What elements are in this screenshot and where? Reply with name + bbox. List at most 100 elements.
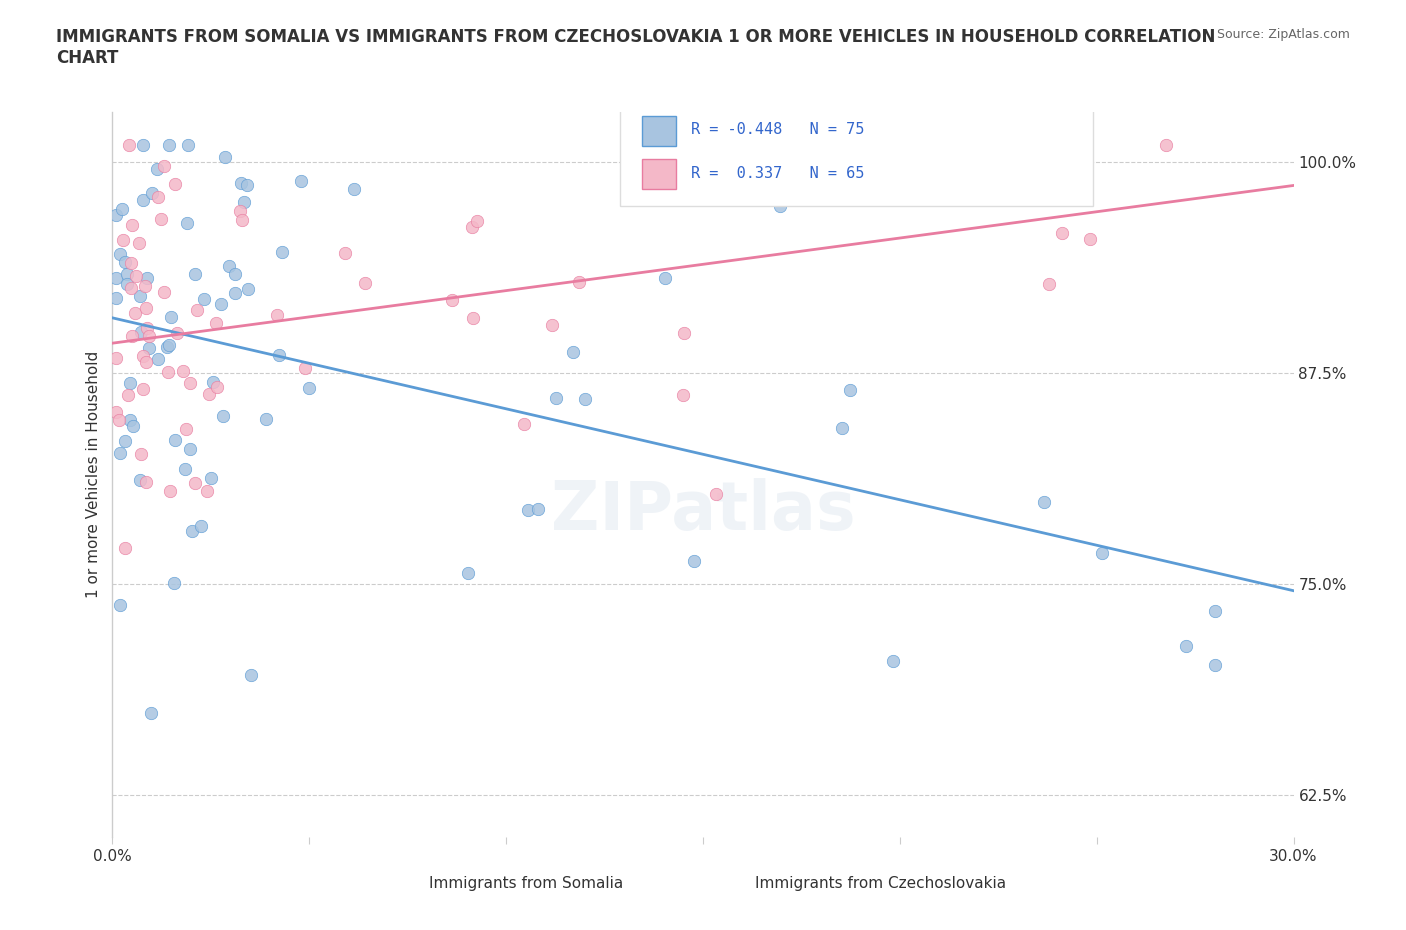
- Point: [108, 445, 131, 460]
- Point: [205, 380, 228, 395]
- Text: ZIPatlas: ZIPatlas: [551, 478, 855, 543]
- Point: [1204, 658, 1226, 672]
- Point: [121, 280, 143, 295]
- Point: [1033, 494, 1056, 509]
- Point: [105, 290, 128, 305]
- Point: [159, 310, 181, 325]
- Point: [118, 138, 141, 153]
- Point: [138, 341, 160, 356]
- Point: [562, 345, 585, 360]
- Point: [1091, 546, 1114, 561]
- Point: [195, 484, 218, 498]
- Point: [266, 308, 288, 323]
- Point: [917, 163, 939, 178]
- Point: [105, 351, 128, 365]
- Point: [271, 245, 294, 259]
- Point: [198, 386, 221, 401]
- Text: Immigrants from Czechoslovakia: Immigrants from Czechoslovakia: [755, 876, 1005, 891]
- Point: [153, 285, 176, 299]
- Point: [236, 282, 259, 297]
- Point: [267, 347, 290, 362]
- Point: [568, 274, 591, 289]
- Point: [184, 475, 207, 490]
- Point: [173, 461, 195, 476]
- Point: [218, 259, 240, 273]
- Point: [166, 326, 188, 340]
- Point: [128, 473, 150, 488]
- Point: [174, 422, 197, 437]
- Point: [204, 315, 226, 330]
- Point: [838, 382, 860, 397]
- Point: [146, 190, 169, 205]
- Point: [135, 474, 157, 489]
- Point: [231, 176, 253, 191]
- Point: [118, 376, 141, 391]
- Point: [673, 326, 696, 340]
- Point: [125, 269, 148, 284]
- FancyBboxPatch shape: [370, 879, 404, 900]
- Point: [240, 668, 263, 683]
- Point: [135, 355, 157, 370]
- Point: [121, 218, 143, 232]
- Point: [457, 565, 479, 580]
- Point: [343, 181, 366, 196]
- Point: [212, 408, 235, 423]
- Point: [114, 433, 136, 448]
- Point: [1204, 604, 1226, 618]
- Point: [105, 405, 128, 419]
- Point: [209, 297, 232, 312]
- Point: [224, 267, 246, 282]
- Point: [157, 138, 180, 153]
- Point: [115, 267, 138, 282]
- Point: [1052, 138, 1074, 153]
- Text: R = -0.448   N = 75: R = -0.448 N = 75: [692, 122, 865, 138]
- Point: [157, 338, 180, 352]
- Point: [1156, 138, 1178, 153]
- Point: [353, 275, 375, 290]
- Point: [465, 213, 488, 228]
- Point: [335, 246, 357, 260]
- FancyBboxPatch shape: [620, 90, 1092, 206]
- FancyBboxPatch shape: [641, 115, 676, 146]
- Point: [117, 387, 139, 402]
- Point: [131, 348, 153, 363]
- Point: [1038, 276, 1060, 291]
- Point: [1046, 156, 1069, 171]
- Point: [118, 412, 141, 427]
- Point: [135, 300, 157, 315]
- Point: [163, 575, 186, 590]
- Point: [114, 255, 136, 270]
- Point: [129, 324, 152, 339]
- Point: [461, 311, 484, 325]
- Point: [128, 235, 150, 250]
- Point: [121, 328, 143, 343]
- Text: IMMIGRANTS FROM SOMALIA VS IMMIGRANTS FROM CZECHOSLOVAKIA 1 OR MORE VEHICLES IN : IMMIGRANTS FROM SOMALIA VS IMMIGRANTS FR…: [56, 28, 1216, 67]
- Point: [1050, 225, 1073, 240]
- FancyBboxPatch shape: [713, 879, 747, 900]
- Point: [105, 207, 128, 222]
- Point: [131, 382, 153, 397]
- Point: [148, 352, 170, 366]
- Point: [654, 271, 676, 286]
- Point: [132, 138, 155, 153]
- Point: [229, 204, 252, 219]
- Text: Source: ZipAtlas.com: Source: ZipAtlas.com: [1216, 28, 1350, 41]
- Point: [163, 432, 186, 447]
- Point: [1078, 232, 1101, 247]
- Point: [789, 138, 811, 153]
- Point: [146, 162, 169, 177]
- Point: [190, 518, 212, 533]
- Point: [516, 502, 538, 517]
- Y-axis label: 1 or more Vehicles in Household: 1 or more Vehicles in Household: [86, 351, 101, 598]
- Point: [290, 173, 312, 188]
- Point: [179, 376, 201, 391]
- Point: [200, 471, 222, 485]
- Point: [236, 178, 259, 193]
- Point: [129, 289, 152, 304]
- Point: [513, 417, 536, 432]
- Point: [233, 195, 256, 210]
- Point: [149, 212, 172, 227]
- Point: [574, 392, 596, 407]
- Point: [186, 303, 208, 318]
- Point: [683, 553, 706, 568]
